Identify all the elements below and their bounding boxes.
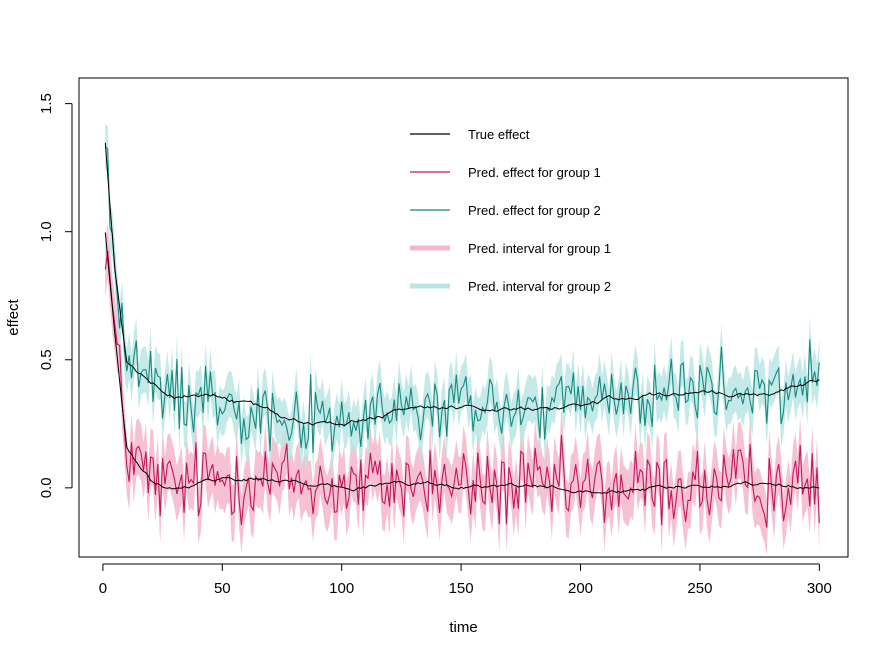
legend-item: True effect bbox=[410, 127, 530, 142]
legend-label: Pred. effect for group 1 bbox=[468, 165, 601, 180]
legend-label: Pred. effect for group 2 bbox=[468, 203, 601, 218]
x-tick-label: 200 bbox=[568, 580, 593, 597]
y-axis-label: effect bbox=[5, 298, 22, 335]
pred-line-group-1 bbox=[104, 250, 820, 528]
legend-label: True effect bbox=[468, 127, 530, 142]
x-axis-label: time bbox=[449, 619, 477, 636]
true-effect-line-group-2 bbox=[104, 142, 820, 426]
y-tick-label: 1.0 bbox=[38, 221, 55, 242]
legend-item: Pred. interval for group 1 bbox=[410, 241, 611, 256]
y-tick-label: 1.5 bbox=[38, 93, 55, 114]
y-axis: 0.0 0.5 1.0 1.5 bbox=[38, 93, 73, 498]
legend-item: Pred. effect for group 1 bbox=[410, 165, 601, 180]
interval-band-group-1 bbox=[105, 222, 820, 556]
legend-item: Pred. effect for group 2 bbox=[410, 203, 601, 218]
x-axis: 0 50 100 150 200 250 300 bbox=[99, 563, 832, 597]
x-tick-label: 100 bbox=[329, 580, 354, 597]
x-tick-label: 150 bbox=[449, 580, 474, 597]
legend-label: Pred. interval for group 2 bbox=[468, 279, 611, 294]
pred-line-group-2 bbox=[104, 146, 820, 454]
series-lines bbox=[104, 142, 820, 528]
legend-item: Pred. interval for group 2 bbox=[410, 279, 611, 294]
y-tick-label: 0.5 bbox=[38, 349, 55, 370]
interval-band-group-2 bbox=[105, 123, 820, 477]
x-tick-label: 250 bbox=[687, 580, 712, 597]
x-tick-label: 300 bbox=[807, 580, 832, 597]
legend-label: Pred. interval for group 1 bbox=[468, 241, 611, 256]
y-tick-label: 0.0 bbox=[38, 477, 55, 498]
x-tick-label: 0 bbox=[99, 580, 107, 597]
plot-frame bbox=[78, 77, 849, 558]
interval-bands bbox=[105, 123, 820, 556]
x-tick-label: 50 bbox=[214, 580, 231, 597]
true-effect-line-group-1 bbox=[104, 232, 820, 494]
legend: True effect Pred. effect for group 1 Pred.… bbox=[410, 127, 611, 294]
